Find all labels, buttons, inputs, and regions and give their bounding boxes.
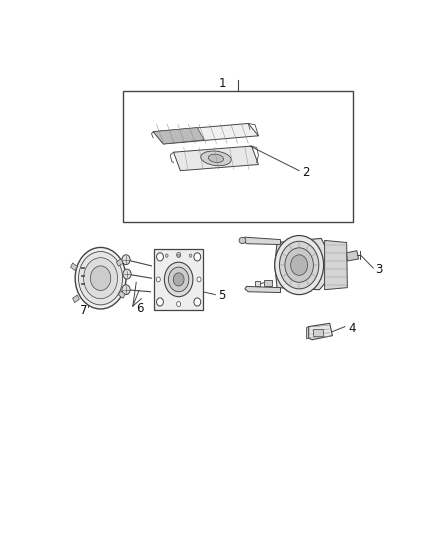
Circle shape: [177, 254, 180, 257]
Bar: [255, 281, 260, 286]
Polygon shape: [153, 127, 204, 144]
Polygon shape: [245, 286, 280, 293]
Circle shape: [122, 285, 130, 295]
Polygon shape: [173, 146, 258, 171]
Bar: [71, 263, 77, 271]
Circle shape: [164, 262, 193, 297]
Circle shape: [157, 253, 163, 261]
Circle shape: [173, 273, 184, 286]
Circle shape: [78, 252, 123, 305]
Circle shape: [156, 277, 160, 282]
Circle shape: [189, 254, 192, 257]
Circle shape: [122, 255, 130, 265]
Bar: [118, 291, 125, 298]
Polygon shape: [346, 251, 359, 261]
Text: 2: 2: [303, 166, 310, 179]
Ellipse shape: [201, 151, 231, 166]
Ellipse shape: [208, 154, 224, 163]
Circle shape: [291, 255, 307, 276]
Text: 6: 6: [136, 302, 143, 314]
Text: 7: 7: [80, 304, 87, 317]
Ellipse shape: [239, 237, 246, 244]
Polygon shape: [153, 124, 258, 144]
Circle shape: [90, 266, 111, 290]
Circle shape: [177, 302, 181, 306]
Circle shape: [177, 252, 181, 257]
Circle shape: [194, 298, 201, 306]
Text: 4: 4: [348, 322, 356, 335]
Polygon shape: [275, 238, 330, 290]
Polygon shape: [325, 240, 347, 290]
Text: 3: 3: [375, 263, 383, 276]
Polygon shape: [243, 237, 280, 245]
Bar: [123, 91, 353, 222]
Bar: [313, 329, 323, 336]
Circle shape: [279, 241, 319, 289]
Circle shape: [169, 267, 189, 292]
Circle shape: [194, 253, 201, 261]
Bar: [154, 249, 203, 310]
Bar: [73, 295, 79, 303]
Circle shape: [275, 236, 324, 295]
Text: 1: 1: [219, 77, 226, 90]
Polygon shape: [307, 327, 309, 339]
Circle shape: [166, 254, 168, 257]
Circle shape: [285, 248, 314, 282]
Circle shape: [75, 247, 126, 309]
Circle shape: [197, 277, 201, 282]
Bar: [117, 259, 123, 266]
Circle shape: [157, 298, 163, 306]
Text: 5: 5: [218, 289, 225, 302]
Circle shape: [84, 257, 117, 298]
Polygon shape: [309, 324, 332, 340]
Bar: [264, 280, 272, 286]
Circle shape: [123, 269, 131, 279]
